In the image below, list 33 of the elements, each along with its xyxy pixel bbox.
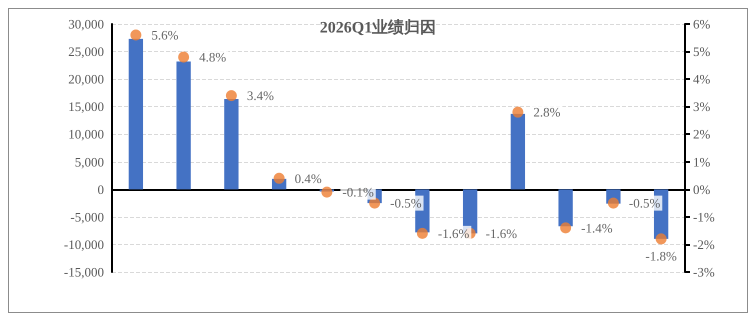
y-tick-label: 5,000 bbox=[74, 154, 104, 170]
y2-tick-label: 0% bbox=[693, 182, 710, 197]
chart-title: 2026Q1业绩归因 bbox=[320, 18, 436, 36]
data-label: 0.4% bbox=[294, 170, 322, 186]
y-tick-label: -10,000 bbox=[64, 236, 104, 252]
data-label: 2.8% bbox=[533, 104, 561, 120]
y2-tick-label: -3% bbox=[693, 264, 715, 280]
y2-tick-label: 1% bbox=[693, 154, 710, 170]
data-label: -0.5% bbox=[628, 196, 660, 211]
y-tick-label: 0 bbox=[98, 182, 104, 197]
y-tick-label: 10,000 bbox=[68, 126, 104, 142]
y-tick-label: 25,000 bbox=[68, 44, 104, 60]
data-label: 4.8% bbox=[199, 50, 226, 65]
data-label: -1.4% bbox=[581, 220, 613, 236]
data-label: 3.4% bbox=[246, 88, 274, 104]
y-tick-label: 30,000 bbox=[68, 16, 104, 32]
y2-tick-label: -1% bbox=[693, 209, 715, 224]
y2-tick-label: 6% bbox=[693, 16, 710, 32]
y-tick-label: 15,000 bbox=[68, 99, 104, 114]
y2-tick-label: -2% bbox=[693, 236, 715, 252]
data-label: -1.6% bbox=[486, 226, 518, 241]
y2-tick-label: 4% bbox=[693, 72, 710, 87]
y-tick-label: -15,000 bbox=[64, 264, 104, 280]
y2-tick-label: 3% bbox=[693, 99, 710, 114]
y-tick-label: -5,000 bbox=[70, 209, 104, 224]
data-label: -1.8% bbox=[645, 248, 677, 264]
y-tick-label: 20,000 bbox=[68, 72, 104, 87]
data-label: -1.6% bbox=[438, 226, 470, 241]
y2-tick-label: 2% bbox=[693, 126, 710, 142]
data-label: -0.5% bbox=[390, 196, 422, 211]
y2-tick-label: 5% bbox=[693, 44, 710, 60]
data-label: 5.6% bbox=[151, 28, 179, 43]
data-label: -0.1% bbox=[342, 184, 374, 200]
